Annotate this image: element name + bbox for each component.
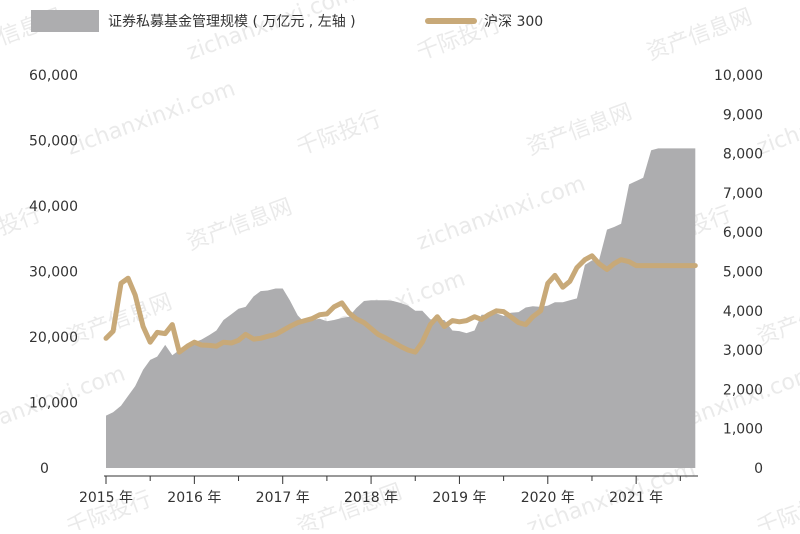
x-tick-label: 2018 年 <box>344 490 398 506</box>
watermark-text: 千际投行 <box>294 107 385 161</box>
y-right-tick-label: 1,000 <box>723 422 763 438</box>
watermark-text: 资产信息网 <box>644 5 756 66</box>
area-series-fill <box>106 148 696 468</box>
plot-area <box>103 148 698 468</box>
y-left-tick-label: 40,000 <box>29 199 78 215</box>
y-right-tick-label: 7,000 <box>723 186 763 202</box>
x-tick-label: 2017 年 <box>256 490 310 506</box>
watermark-text: 资产信息网 <box>184 195 296 256</box>
y-axis-right: 0 1,000 2,000 3,000 4,000 5,000 6,000 7,000 8,00… <box>714 68 763 477</box>
y-right-tick-label: 5,000 <box>723 265 763 281</box>
y-left-tick-label: 60,000 <box>29 68 78 84</box>
x-tick-label: 2021 年 <box>609 490 663 506</box>
y-right-tick-label: 9,000 <box>723 107 763 123</box>
y-right-tick-label: 4,000 <box>723 304 763 320</box>
y-left-tick-label: 30,000 <box>29 265 78 281</box>
y-right-tick-label: 10,000 <box>714 68 763 84</box>
y-right-tick-label: 2,000 <box>723 382 763 398</box>
y-axis-left: 0 10,000 20,000 30,000 40,000 50,000 60,000 <box>29 68 78 477</box>
legend-label-line: 沪深 300 <box>484 14 543 30</box>
y-right-tick-label: 6,000 <box>723 225 763 241</box>
area-series-layer <box>106 148 696 468</box>
x-tick-label: 2019 年 <box>432 490 486 506</box>
line-series-hs300 <box>103 253 698 355</box>
watermark-text: 资产信息网 <box>754 290 800 351</box>
x-tick-label: 2020 年 <box>521 490 575 506</box>
x-tick-label: 2016 年 <box>167 490 221 506</box>
y-left-tick-label: 10,000 <box>29 396 78 412</box>
line-series-layer <box>103 253 698 355</box>
watermark-text: zichanxinxi.com <box>64 77 239 161</box>
y-left-tick-label: 20,000 <box>29 330 78 346</box>
legend-label-area: 证券私募基金管理规模 ( 万亿元 , 左轴 ) <box>108 13 356 30</box>
legend-swatch-area <box>31 10 99 32</box>
y-left-tick-label: 0 <box>40 461 49 477</box>
y-right-tick-label: 8,000 <box>723 147 763 163</box>
x-tick-label: 2015 年 <box>79 490 133 506</box>
legend: 证券私募基金管理规模 ( 万亿元 , 左轴 ) 沪深 300 <box>31 10 543 32</box>
x-axis: 2015 年 2016 年 2017 年 2018 年 2019 年 2020 年 2021… <box>79 475 698 506</box>
watermark-text: 资产信息网 <box>524 100 636 161</box>
watermark-text: zichanxinxi.com <box>184 0 359 66</box>
y-right-tick-label: 0 <box>754 461 763 477</box>
y-right-tick-label: 3,000 <box>723 343 763 359</box>
watermark-text: zichanxinxi.com <box>414 172 589 256</box>
y-left-tick-label: 50,000 <box>29 134 78 150</box>
watermark-text: 千际投行 <box>754 487 800 530</box>
